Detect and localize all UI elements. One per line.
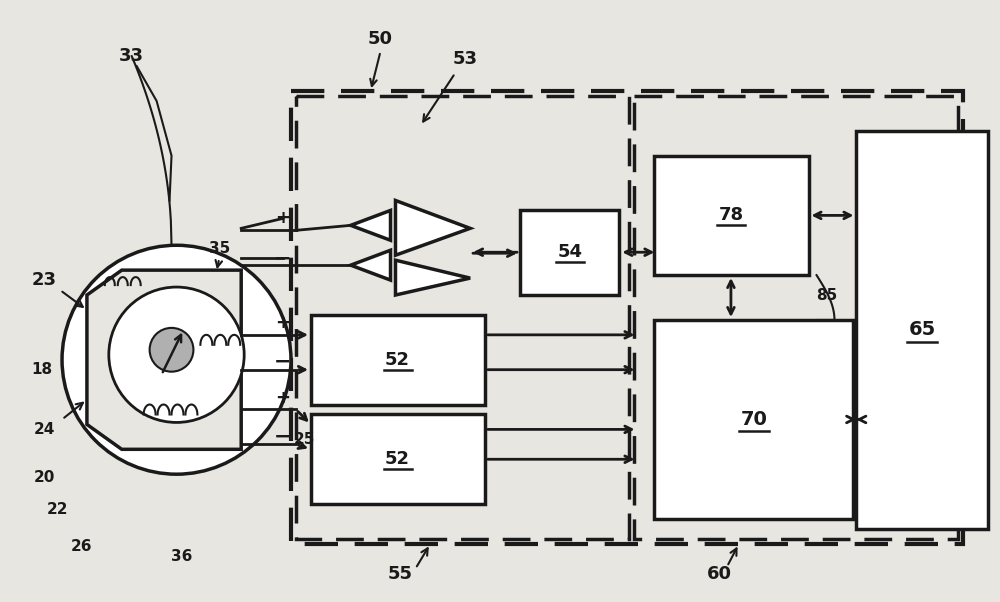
Bar — [654, 156, 809, 275]
Polygon shape — [87, 270, 241, 449]
Bar — [634, 96, 958, 539]
Polygon shape — [351, 211, 391, 240]
Text: 52: 52 — [385, 351, 410, 369]
Text: 55: 55 — [388, 565, 413, 583]
Bar — [291, 91, 963, 544]
Text: 65: 65 — [908, 320, 936, 340]
Circle shape — [109, 287, 244, 423]
Bar — [856, 131, 988, 529]
Polygon shape — [395, 200, 470, 255]
Polygon shape — [395, 260, 470, 295]
Text: 85: 85 — [816, 288, 837, 303]
Text: 78: 78 — [718, 206, 743, 225]
Text: 53: 53 — [453, 50, 478, 68]
Text: 23: 23 — [32, 271, 57, 289]
Text: −: − — [274, 248, 292, 268]
Bar — [654, 320, 853, 519]
Text: 54: 54 — [557, 243, 582, 261]
Bar — [296, 96, 629, 539]
Polygon shape — [351, 250, 391, 280]
Text: 33: 33 — [119, 47, 144, 65]
Text: 52: 52 — [385, 450, 410, 468]
Text: 25: 25 — [294, 432, 316, 447]
Text: 20: 20 — [33, 470, 55, 485]
Text: 70: 70 — [740, 410, 767, 429]
Bar — [520, 211, 619, 295]
Text: −: − — [274, 352, 292, 371]
Text: −: − — [274, 426, 292, 446]
Text: 50: 50 — [368, 30, 393, 48]
Bar — [311, 315, 485, 405]
Text: +: + — [276, 388, 291, 406]
Text: 35: 35 — [209, 241, 230, 256]
Circle shape — [62, 245, 291, 474]
Bar — [311, 414, 485, 504]
Text: 36: 36 — [171, 549, 192, 564]
Text: +: + — [276, 209, 291, 228]
Text: 24: 24 — [33, 422, 55, 437]
Circle shape — [150, 328, 193, 371]
Text: 60: 60 — [706, 565, 731, 583]
Text: 22: 22 — [46, 501, 68, 517]
Text: +: + — [276, 314, 291, 332]
Text: 26: 26 — [71, 539, 93, 554]
Text: 18: 18 — [32, 362, 53, 377]
